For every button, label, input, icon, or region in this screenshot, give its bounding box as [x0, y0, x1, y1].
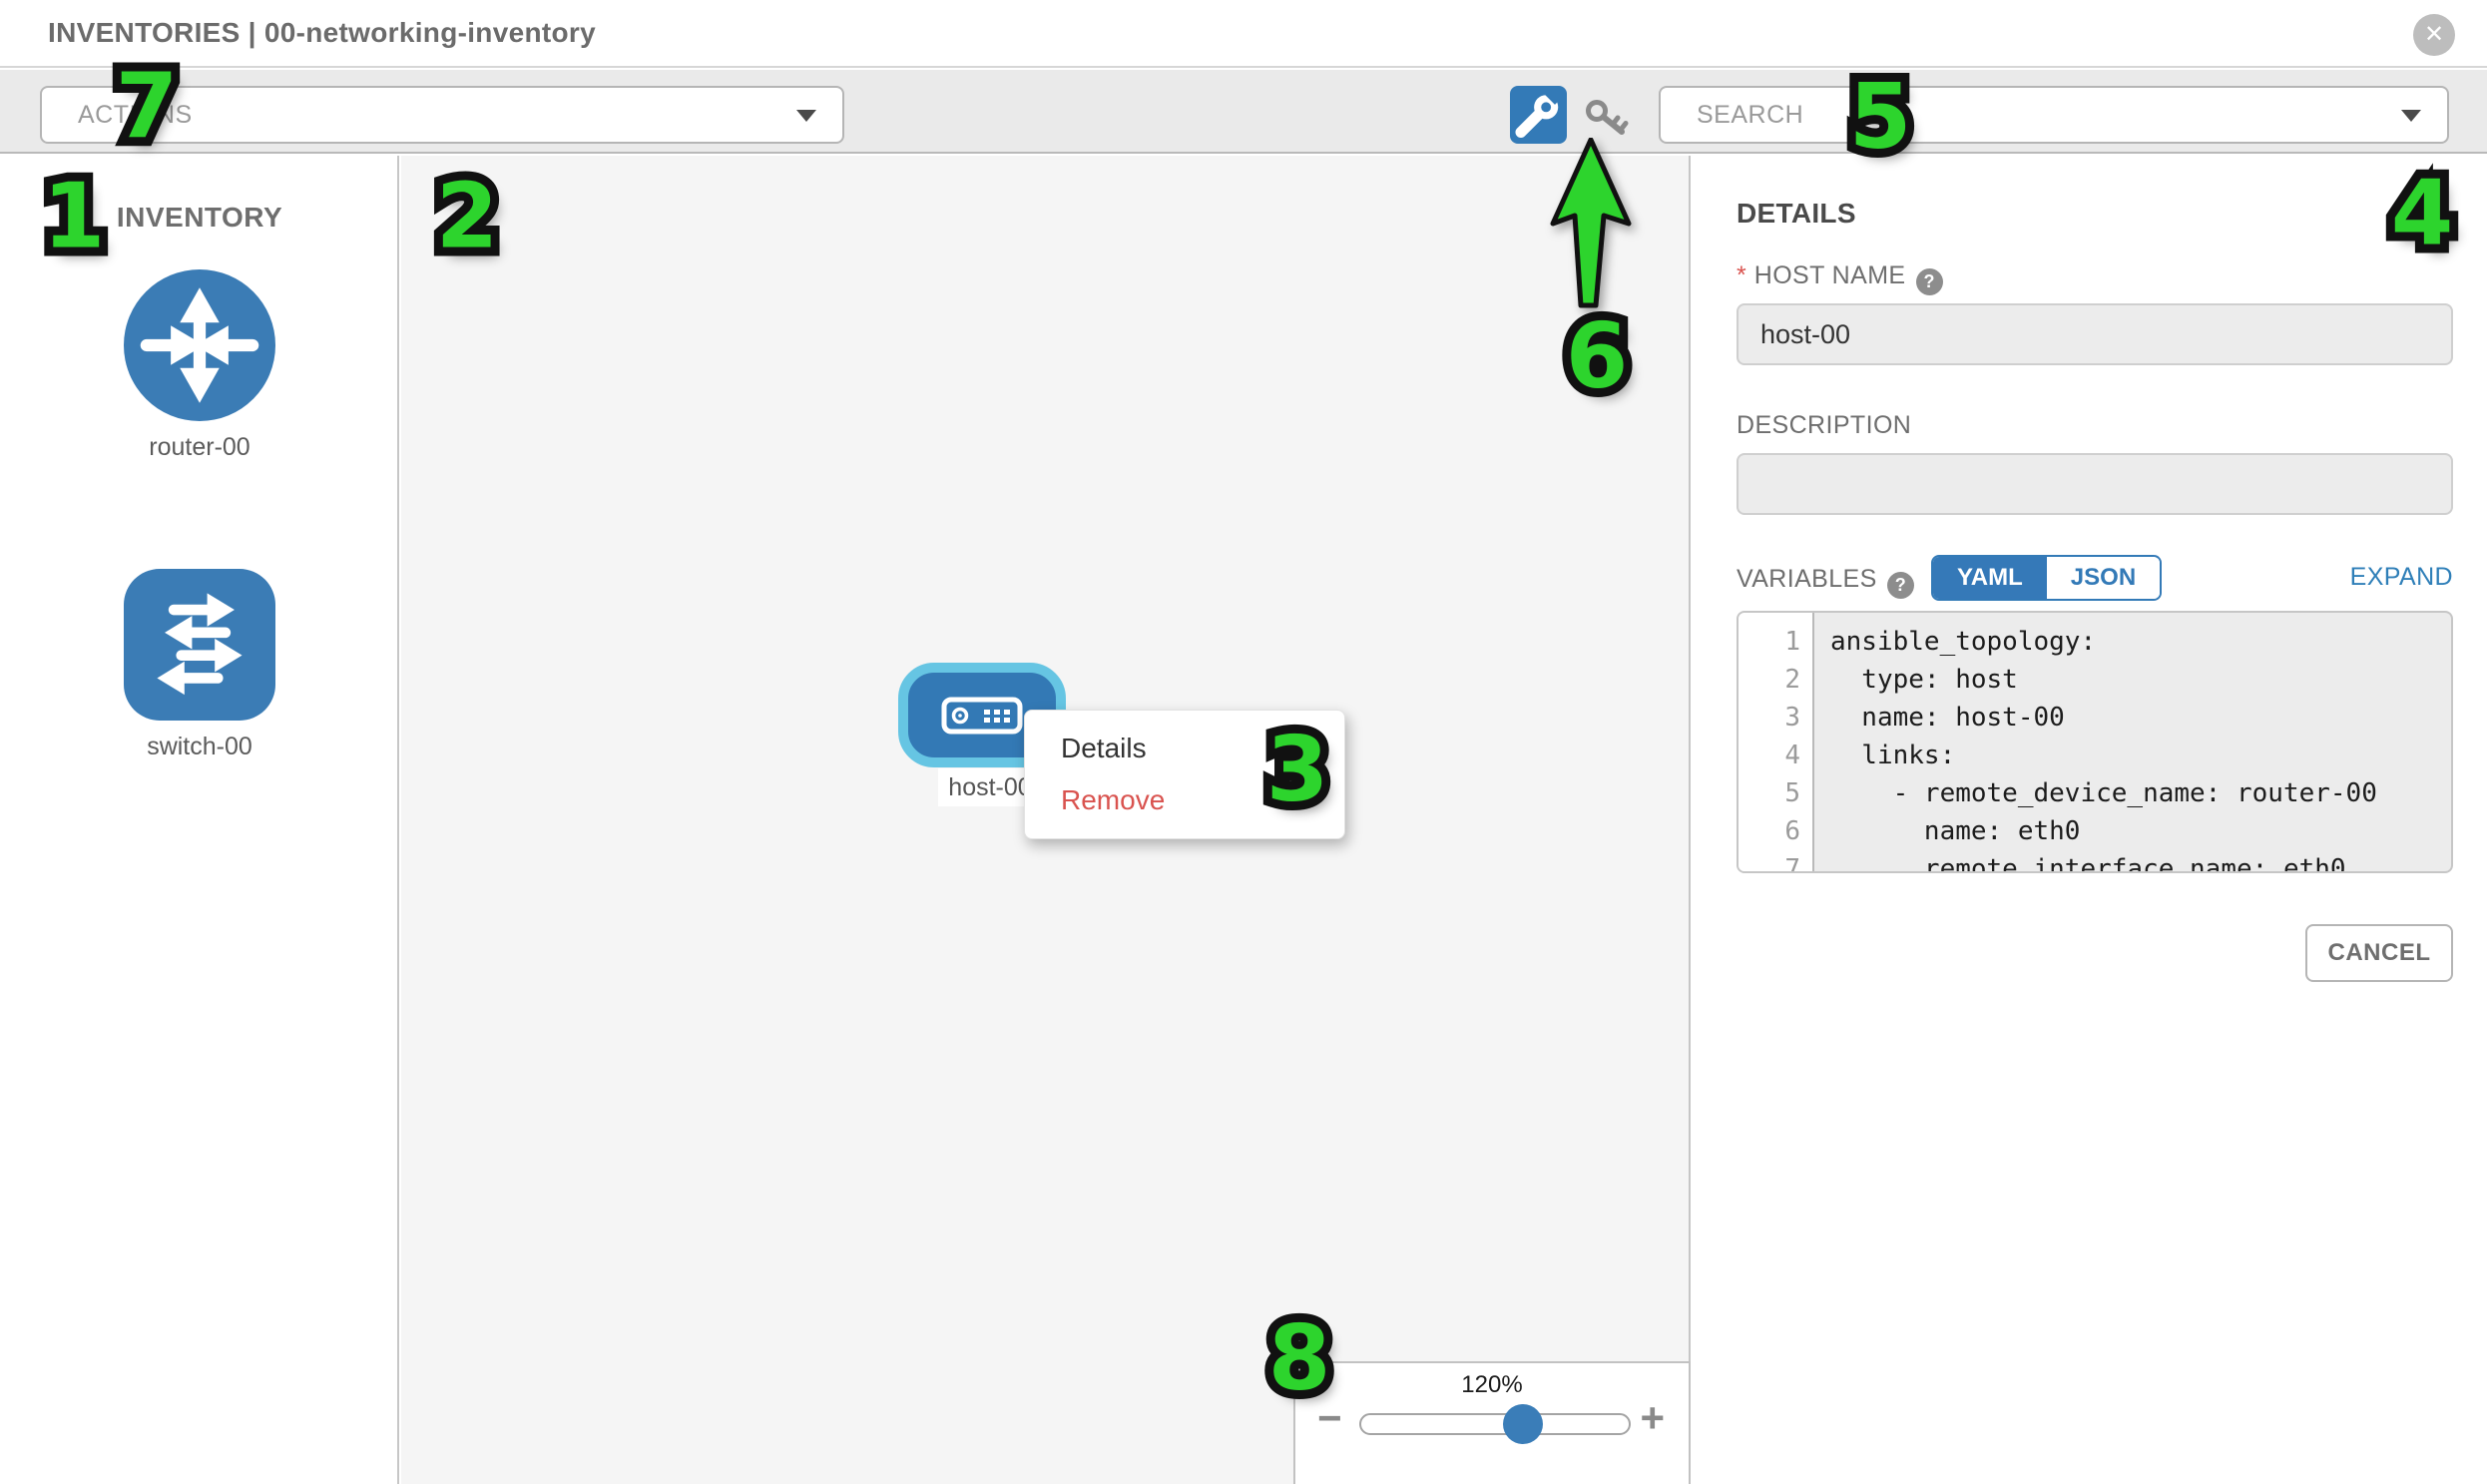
line-number: 5: [1784, 778, 1800, 808]
code-line: remote_interface_name: eth0: [1830, 854, 2346, 873]
search-dropdown-label: SEARCH: [1697, 101, 1804, 129]
format-toggle: YAML JSON: [1931, 555, 2163, 601]
inventory-sidebar: INVENTORY: [0, 156, 399, 1484]
expand-link[interactable]: EXPAND: [2349, 563, 2453, 591]
variables-code-editor[interactable]: 1 2 3 4 5 6 7 ansible_topology: type: ho…: [1737, 611, 2453, 873]
zoom-control: 120% − +: [1293, 1361, 1691, 1484]
topology-canvas[interactable]: host-00 Details Remove 120% − +: [401, 156, 1691, 1484]
palette-item-label: router-00: [149, 433, 250, 461]
line-number: 4: [1784, 741, 1800, 770]
required-marker: *: [1737, 261, 1746, 289]
toolbar: ACTIONS SEARCH: [0, 70, 2487, 154]
tools-button[interactable]: [1510, 83, 1567, 144]
search-dropdown[interactable]: SEARCH: [1659, 86, 2449, 144]
cancel-button[interactable]: CANCEL: [2305, 924, 2453, 982]
toggle-json[interactable]: JSON: [2046, 557, 2161, 599]
line-number: 1: [1784, 627, 1800, 657]
host-name-label: HOST NAME: [1753, 261, 1906, 289]
editor-code[interactable]: ansible_topology: type: host name: host-…: [1814, 613, 2451, 871]
code-line: type: host: [1830, 665, 2018, 695]
host-icon: [941, 697, 1023, 735]
actions-dropdown-label: ACTIONS: [78, 101, 193, 129]
description-label: DESCRIPTION: [1737, 411, 1912, 439]
zoom-level: 120%: [1461, 1371, 1523, 1398]
page-title: INVENTORIES | 00-networking-inventory: [48, 17, 596, 48]
details-panel: DETAILS *HOST NAME? DESCRIPTION VARIABLE…: [1693, 156, 2487, 1484]
header: INVENTORIES | 00-networking-inventory ✕: [0, 0, 2487, 68]
code-line: - remote_device_name: router-00: [1830, 778, 2377, 808]
help-icon[interactable]: ?: [1915, 268, 1943, 295]
code-line: name: host-00: [1830, 703, 2065, 733]
description-input[interactable]: [1737, 453, 2453, 515]
host-name-input[interactable]: [1737, 303, 2453, 365]
actions-dropdown[interactable]: ACTIONS: [40, 86, 844, 144]
node-context-menu: Details Remove: [1024, 710, 1345, 839]
help-icon[interactable]: ?: [1886, 572, 1914, 599]
line-number: 6: [1784, 816, 1800, 846]
key-icon: [1586, 100, 1629, 135]
close-icon[interactable]: ✕: [2413, 14, 2455, 56]
key-button[interactable]: [1583, 96, 1631, 144]
palette-item-label: switch-00: [147, 733, 252, 760]
router-icon: [124, 269, 275, 421]
host-name-label-row: * HOST NAME?: [1737, 261, 2453, 295]
code-line: links:: [1830, 741, 1956, 770]
zoom-slider-track[interactable]: [1359, 1413, 1631, 1435]
context-menu-item-remove[interactable]: Remove: [1061, 784, 1166, 815]
code-line: ansible_topology:: [1830, 627, 2097, 657]
zoom-out-button[interactable]: −: [1317, 1394, 1342, 1441]
toggle-yaml[interactable]: YAML: [1933, 557, 2047, 599]
code-line: name: eth0: [1830, 816, 2081, 846]
details-title: DETAILS: [1737, 198, 1856, 229]
variables-row: VARIABLES? YAML JSON EXPAND: [1737, 555, 2453, 603]
palette-item-switch[interactable]: [124, 569, 275, 721]
sidebar-title: INVENTORY: [116, 202, 283, 233]
switch-icon: [124, 569, 275, 721]
context-menu-item-details[interactable]: Details: [1061, 733, 1147, 763]
line-number: 7: [1784, 854, 1800, 873]
palette-item-router[interactable]: [124, 269, 275, 421]
wrench-icon: [1515, 83, 1566, 139]
line-number: 2: [1784, 665, 1800, 695]
description-label-row: DESCRIPTION: [1737, 411, 2453, 440]
chevron-down-icon: [796, 110, 816, 122]
zoom-slider-thumb[interactable]: [1503, 1404, 1543, 1444]
zoom-in-button[interactable]: +: [1640, 1394, 1665, 1441]
line-number: 3: [1784, 703, 1800, 733]
editor-gutter: 1 2 3 4 5 6 7: [1739, 613, 1814, 871]
variables-label: VARIABLES: [1737, 565, 1877, 593]
chevron-down-icon: [2401, 110, 2421, 122]
